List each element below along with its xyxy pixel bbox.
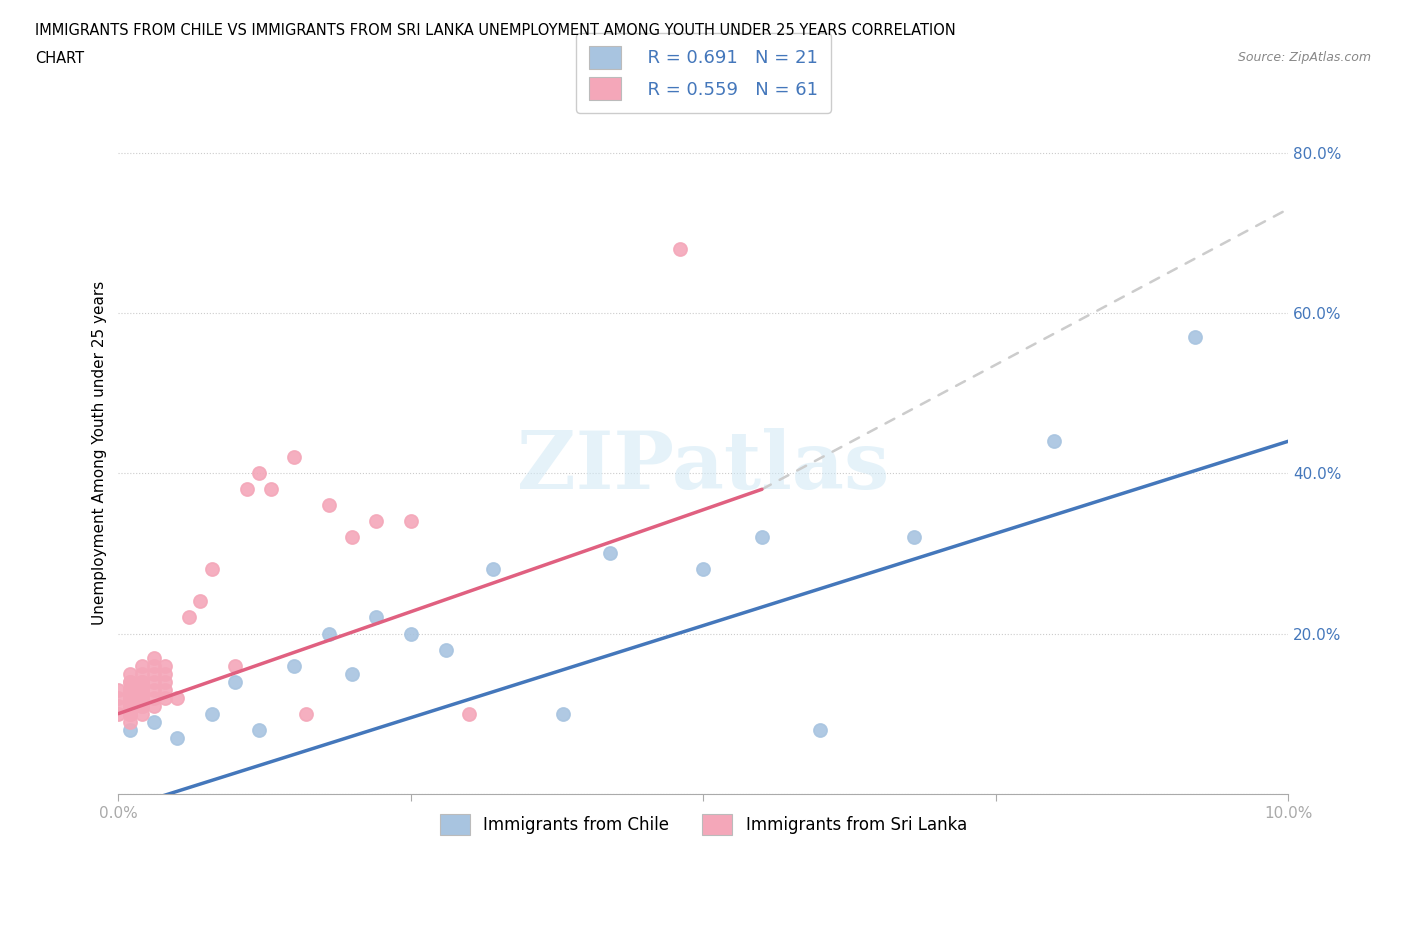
Point (669, 242, 692, 257)
Point (364, 610, 387, 625)
Text: ZIPatlas: ZIPatlas (517, 428, 890, 506)
Point (342, 530, 364, 545)
Point (342, 666, 364, 681)
Point (188, 594, 211, 609)
Text: Source: ZipAtlas.com: Source: ZipAtlas.com (1237, 51, 1371, 64)
Point (120, 683, 142, 698)
Point (107, 706, 129, 721)
Point (551, 706, 574, 721)
Point (120, 690, 142, 705)
Point (142, 658, 165, 673)
Point (259, 482, 281, 497)
Point (131, 690, 153, 705)
Point (107, 698, 129, 713)
Point (142, 714, 165, 729)
Y-axis label: Unemployment Among Youth under 25 years: Unemployment Among Youth under 25 years (93, 281, 107, 625)
Point (903, 530, 925, 545)
Point (692, 562, 714, 577)
Point (131, 690, 153, 705)
Point (120, 690, 142, 705)
Point (364, 514, 387, 529)
Point (155, 674, 177, 689)
Point (201, 706, 224, 721)
Point (131, 706, 153, 721)
Point (142, 674, 165, 689)
Text: CHART: CHART (35, 51, 84, 66)
Point (142, 666, 165, 681)
Point (155, 658, 177, 673)
Point (318, 626, 340, 641)
Point (120, 706, 142, 721)
Point (131, 666, 153, 681)
Point (120, 706, 142, 721)
Point (120, 674, 142, 689)
Point (177, 610, 200, 625)
Point (810, 723, 832, 737)
Point (131, 683, 153, 698)
Point (201, 562, 224, 577)
Point (107, 690, 129, 705)
Point (399, 514, 422, 529)
Point (155, 666, 177, 681)
Point (120, 690, 142, 705)
Point (399, 626, 422, 641)
Point (107, 683, 129, 698)
Point (155, 690, 177, 705)
Point (155, 683, 177, 698)
Point (294, 706, 316, 721)
Point (224, 674, 246, 689)
Point (120, 698, 142, 713)
Point (166, 730, 188, 745)
Point (434, 642, 457, 657)
Point (120, 698, 142, 713)
Point (142, 683, 165, 698)
Point (120, 674, 142, 689)
Point (283, 450, 305, 465)
Point (458, 706, 481, 721)
Point (283, 658, 305, 673)
Point (599, 546, 621, 561)
Point (120, 698, 142, 713)
Point (166, 690, 188, 705)
Point (247, 723, 270, 737)
Point (131, 683, 153, 698)
Point (751, 530, 773, 545)
Point (142, 690, 165, 705)
Point (142, 698, 165, 713)
Point (120, 690, 142, 705)
Point (131, 690, 153, 705)
Point (236, 482, 259, 497)
Point (120, 723, 142, 737)
Point (131, 658, 153, 673)
Point (224, 658, 246, 673)
Legend: Immigrants from Chile, Immigrants from Sri Lanka: Immigrants from Chile, Immigrants from S… (429, 802, 979, 846)
Text: IMMIGRANTS FROM CHILE VS IMMIGRANTS FROM SRI LANKA UNEMPLOYMENT AMONG YOUTH UNDE: IMMIGRANTS FROM CHILE VS IMMIGRANTS FROM… (35, 23, 956, 38)
Point (131, 674, 153, 689)
Point (131, 698, 153, 713)
Point (120, 683, 142, 698)
Point (131, 674, 153, 689)
Point (318, 498, 340, 512)
Point (131, 698, 153, 713)
Point (247, 466, 270, 481)
Point (120, 714, 142, 729)
Point (482, 562, 505, 577)
Point (131, 683, 153, 698)
Point (1184, 329, 1206, 344)
Point (142, 650, 165, 665)
Point (1043, 433, 1066, 448)
Point (120, 683, 142, 698)
Point (120, 666, 142, 681)
